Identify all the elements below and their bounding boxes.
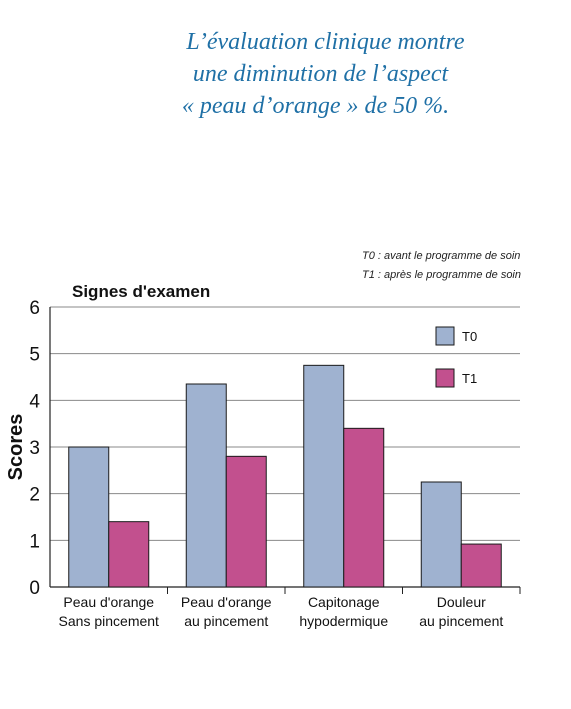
bar-t1	[225, 455, 267, 588]
x-tick-label: Peau d'orange	[63, 594, 154, 610]
legend-label-t1: T1	[462, 371, 477, 386]
bar-t0	[303, 364, 345, 588]
y-axis-title: Scores	[5, 414, 27, 481]
y-tick-label: 2	[29, 485, 40, 506]
x-tick-label: Douleur	[437, 594, 486, 610]
bar-t1	[460, 543, 502, 588]
x-tick-label: Capitonage	[308, 594, 380, 610]
y-tick-label: 6	[29, 298, 40, 319]
legend-notes: T0 : avant le programme de soin T1 : apr…	[362, 247, 521, 285]
y-tick-label: 5	[29, 345, 40, 366]
bar-t0	[420, 481, 462, 588]
bar-t0	[68, 446, 110, 588]
y-tick-label: 4	[29, 391, 40, 412]
y-tick-label: 0	[29, 578, 40, 599]
x-tick-label: hypodermique	[299, 613, 388, 629]
note-t0: T0 : avant le programme de soin	[362, 250, 521, 262]
x-tick-label: au pincement	[419, 613, 503, 629]
bar-t1	[343, 427, 385, 588]
y-tick-label: 3	[29, 438, 40, 459]
headline-line-2: une diminution de l’aspect	[192, 61, 449, 87]
bar-t1	[108, 521, 150, 588]
headline: L’évaluation clinique montre une diminut…	[0, 26, 571, 122]
headline-line-1: L’évaluation clinique montre	[186, 29, 465, 55]
bar-t0	[185, 383, 227, 588]
x-tick-label: Sans pincement	[59, 613, 160, 629]
note-t1: T1 : après le programme de soin	[362, 269, 521, 281]
legend-label-t0: T0	[462, 329, 477, 344]
chart-title: Signes d'examen	[72, 282, 210, 301]
y-tick-label: 1	[29, 531, 40, 552]
headline-line-3: « peau d’orange » de 50 %.	[181, 93, 450, 119]
legend-swatch-t0	[435, 326, 455, 346]
x-tick-label: au pincement	[184, 613, 268, 629]
x-tick-label: Peau d'orange	[181, 594, 272, 610]
legend-swatch-t1	[435, 368, 455, 388]
